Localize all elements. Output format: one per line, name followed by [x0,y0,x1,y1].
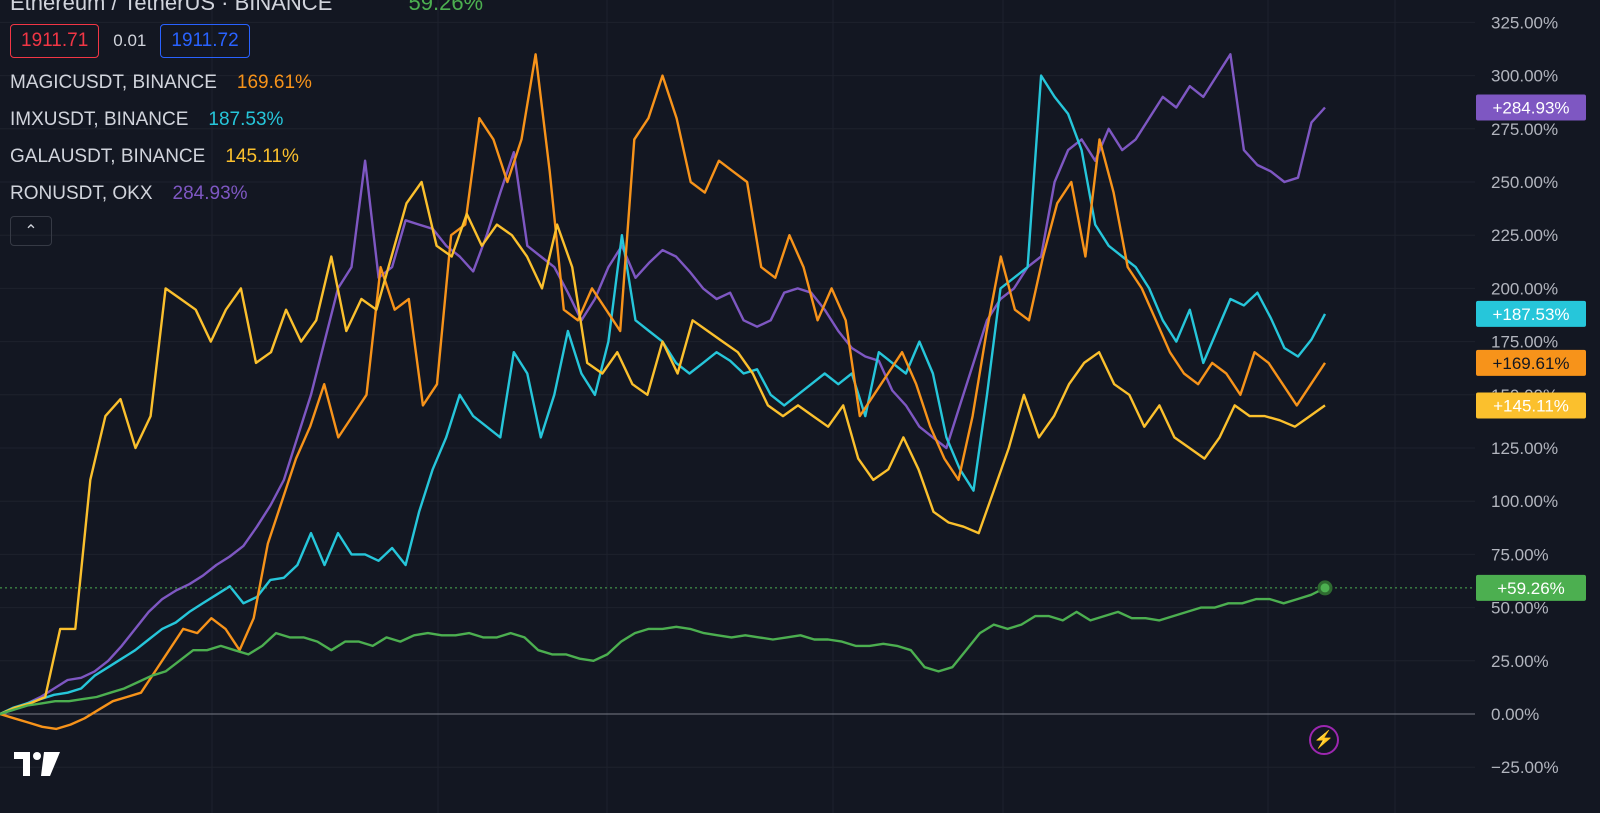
y-tick-label: 250.00% [1491,173,1558,192]
legend-symbol: GALAUSDT, BINANCE [10,146,206,167]
legend-item-ron[interactable]: RONUSDT, OKX 284.93% [10,183,248,205]
legend: Ethereum / TetherUS · BINANCE 59.26% 191… [10,0,483,260]
y-tick-label: 125.00% [1491,439,1558,458]
series-end-label: +59.26% [1497,579,1565,598]
y-tick-label: 325.00% [1491,13,1558,32]
series-end-label-bg [1476,574,1586,601]
y-tick-label: 100.00% [1491,492,1558,511]
sell-price-button[interactable]: 1911.71 [10,24,100,58]
y-tick-label: 50.00% [1491,599,1549,618]
legend-item-gala[interactable]: GALAUSDT, BINANCE 145.11% [10,146,299,168]
series-line-2 [0,53,1327,731]
y-tick-label: 300.00% [1491,67,1558,86]
y-tick-label: −25.00% [1491,758,1559,777]
y-axis: −25.00% 0.00% 25.00% 50.00% 75.00% 100.00% 125… [1491,13,1559,777]
y-tick-label: 225.00% [1491,226,1558,245]
legend-change: 284.93% [172,183,248,204]
y-tick-label: 175.00% [1491,333,1558,352]
series-end-label: +169.61% [1492,354,1569,373]
main-symbol-name: Ethereum / TetherUS · BINANCE [10,0,333,15]
series-line-4 [0,586,1326,716]
legend-symbol: RONUSDT, OKX [10,183,153,204]
y-tick-label: 25.00% [1491,652,1549,671]
legend-change: 145.11% [225,146,299,167]
legend-item-magic[interactable]: MAGICUSDT, BINANCE 169.61% [10,72,312,94]
series-line-3 [0,180,1326,716]
series-end-label-bg [1476,94,1586,121]
last-price-marker [1317,580,1333,596]
series-end-label: +187.53% [1492,305,1569,324]
price-row: 1911.71 0.01 1911.72 [10,24,250,58]
spread-value: 0.01 [113,31,147,50]
legend-symbol: MAGICUSDT, BINANCE [10,72,217,93]
y-tick-label: 275.00% [1491,120,1558,139]
buy-price-button[interactable]: 1911.72 [160,24,250,58]
series-end-label: +145.11% [1493,396,1569,415]
series-end-labels: +284.93% +187.53% +169.61% +145.11% +59.26% [1476,94,1586,601]
y-tick-label: 0.00% [1491,705,1539,724]
legend-item-imx[interactable]: IMXUSDT, BINANCE 187.53% [10,109,283,131]
collapse-legend-button[interactable]: ⌃ [10,216,52,246]
chevron-up-icon: ⌃ [24,223,38,240]
legend-symbol: IMXUSDT, BINANCE [10,109,189,130]
y-tick-label: 200.00% [1491,279,1558,298]
main-symbol-change: 59.26% [408,0,484,15]
legend-change: 187.53% [208,109,284,130]
tradingview-logo[interactable] [14,752,60,776]
series-end-label: +284.93% [1492,99,1569,118]
series-end-label-bg [1476,392,1586,419]
legend-change: 169.61% [236,72,312,93]
series-lines [0,53,1475,731]
y-tick-label: 75.00% [1491,545,1549,564]
grid-lines [0,0,1475,813]
series-end-label-bg [1476,349,1586,376]
series-line-0 [0,53,1326,716]
lightning-icon[interactable]: ⚡ [1309,725,1339,755]
series-end-label-bg [1476,300,1586,327]
main-symbol-title[interactable]: Ethereum / TetherUS · BINANCE 59.26% [10,0,483,16]
